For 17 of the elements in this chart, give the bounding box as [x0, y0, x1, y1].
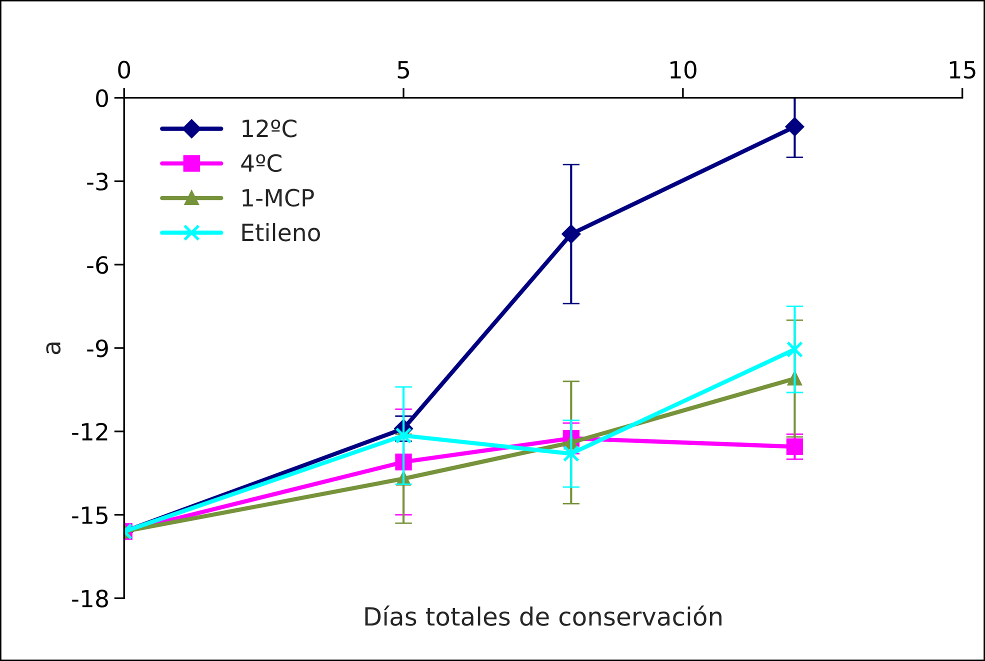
- x-tick-label: 0: [118, 60, 130, 79]
- y-tick-label: -15: [72, 506, 108, 524]
- y-tick-label: -18: [72, 590, 108, 608]
- legend-label: Etileno: [242, 223, 320, 242]
- y-tick-label: -6: [87, 256, 108, 274]
- x-tick-label: 15: [950, 61, 976, 79]
- legend-label: 12ºC: [242, 119, 296, 138]
- x-tick-label: 10: [670, 60, 696, 79]
- y-tick-label: 0: [96, 89, 108, 108]
- y-tick-label: -12: [72, 422, 108, 440]
- x-axis-title: Días totales de conservación: [365, 606, 722, 626]
- y-tick-label: -9: [87, 339, 108, 358]
- legend-label: 4ºC: [241, 154, 282, 172]
- y-tick-label: -3: [87, 172, 108, 191]
- x-tick-label: 5: [398, 61, 409, 79]
- legend-label: 1-MCP: [242, 188, 314, 207]
- y-axis-title: a: [46, 342, 61, 354]
